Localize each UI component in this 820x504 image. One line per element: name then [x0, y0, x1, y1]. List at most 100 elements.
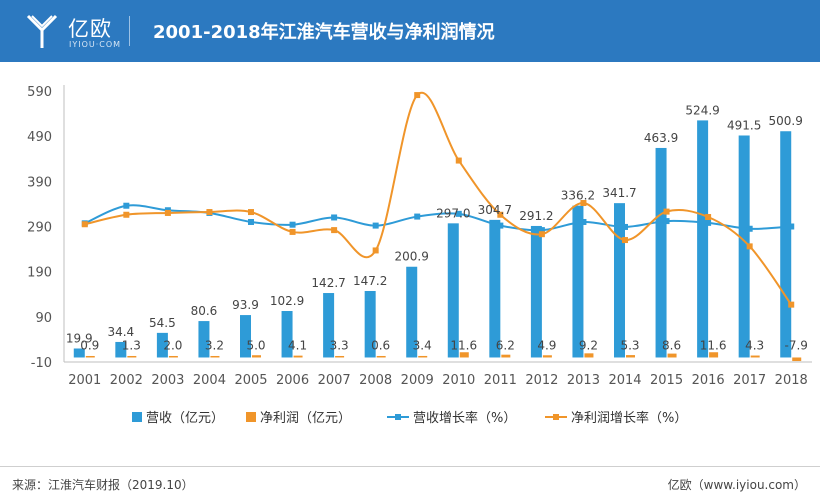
x-tick-label: 2002 [110, 373, 143, 388]
profit-growth-marker [580, 200, 587, 207]
revenue-bar [156, 332, 168, 358]
revenue-bar [198, 321, 210, 358]
x-tick-label: 2005 [234, 373, 267, 388]
revenue-bar [780, 131, 792, 358]
logo-icon [26, 14, 58, 48]
revenue-data-label: 142.7 [311, 276, 345, 290]
revenue-data-label: 463.9 [644, 131, 678, 145]
revenue-data-label: 93.9 [232, 298, 259, 312]
profit-data-label: 11.6 [700, 338, 727, 352]
revenue-data-label: 336.2 [561, 189, 595, 203]
profit-data-label: 8.6 [662, 338, 681, 352]
x-tick-label: 2004 [193, 373, 226, 388]
profit-data-label: 0.6 [371, 338, 390, 352]
logo-subtext: IYIOU·COM [69, 40, 122, 49]
revenue-data-label: 34.4 [107, 325, 134, 339]
profit-data-label: 4.3 [745, 338, 764, 352]
y-tick-label: 490 [27, 130, 52, 145]
revenue-growth-marker [705, 219, 712, 226]
x-tick-label: 2008 [359, 373, 392, 388]
profit-bar [459, 352, 469, 358]
revenue-growth-marker [331, 214, 338, 221]
revenue-bar [281, 311, 293, 358]
revenue-data-label: 291.2 [519, 209, 553, 223]
revenue-growth-marker [123, 202, 130, 209]
profit-bar [626, 355, 635, 358]
x-tick-label: 2011 [484, 373, 517, 388]
profit-bar [168, 355, 178, 358]
profit-data-label: 3.3 [330, 338, 349, 352]
profit-growth-marker [289, 228, 296, 235]
profit-growth-marker [788, 301, 795, 308]
profit-bar [293, 355, 303, 358]
profit-data-label: 4.1 [288, 338, 307, 352]
x-tick-label: 2001 [68, 373, 101, 388]
footer-source: 来源：江淮汽车财报（2019.10） [12, 478, 194, 492]
profit-data-label: 6.2 [496, 338, 515, 352]
revenue-bar [447, 223, 459, 358]
revenue-data-label: 80.6 [191, 304, 218, 318]
revenue-growth-marker [622, 223, 628, 230]
header-bar: 亿欧 IYIOU·COM 2001-2018年江淮汽车营收与净利润情况 [0, 0, 820, 62]
profit-bar [85, 355, 95, 358]
x-tick-label: 2017 [733, 373, 766, 388]
x-tick-label: 2012 [525, 373, 558, 388]
x-tick-label: 2016 [692, 373, 725, 388]
legend-swatch-bar [132, 412, 142, 422]
x-tick-label: 2003 [151, 373, 184, 388]
profit-bar [542, 355, 552, 358]
revenue-data-label: 200.9 [395, 250, 429, 264]
revenue-growth-marker [538, 227, 545, 234]
y-tick-label: 190 [27, 266, 52, 281]
revenue-data-label: 304.7 [478, 203, 512, 217]
profit-data-label: 0.9 [80, 338, 99, 352]
profit-growth-marker [538, 231, 545, 238]
profit-bar [127, 355, 137, 358]
profit-data-label: 1.3 [122, 338, 141, 352]
revenue-data-label: 54.5 [149, 316, 176, 330]
profit-growth-marker [248, 209, 254, 216]
profit-growth-marker [622, 237, 628, 244]
footer-divider [0, 466, 820, 467]
revenue-bar [697, 120, 709, 358]
revenue-growth-marker [455, 210, 462, 217]
profit-bar [418, 355, 428, 358]
revenue-growth-marker [289, 221, 296, 228]
profit-data-label: 3.2 [205, 338, 224, 352]
x-tick-label: 2010 [442, 373, 475, 388]
logo: 亿欧 IYIOU·COM [22, 10, 132, 54]
x-tick-label: 2014 [608, 373, 641, 388]
revenue-growth-marker [663, 218, 670, 225]
profit-data-label: 11.6 [450, 338, 477, 352]
profit-data-label: 4.9 [537, 338, 556, 352]
profit-growth-marker [331, 227, 338, 234]
revenue-growth-marker [746, 225, 753, 232]
profit-growth-marker [746, 243, 753, 250]
revenue-growth-marker [414, 213, 421, 220]
revenue-bar [655, 147, 667, 358]
revenue-growth-marker [580, 218, 587, 225]
revenue-bar [489, 219, 501, 358]
revenue-growth-marker [372, 222, 379, 229]
profit-bar [376, 355, 386, 358]
profit-growth-marker [123, 211, 130, 218]
revenue-data-label: 19.9 [66, 331, 93, 345]
profit-bar [252, 355, 261, 358]
revenue-data-label: 500.9 [769, 114, 803, 128]
profit-bar [210, 355, 220, 358]
logo-text: 亿欧 [68, 17, 112, 41]
revenue-bar [115, 341, 127, 358]
profit-bar [792, 357, 802, 362]
legend-label: 净利润增长率（%） [571, 410, 687, 426]
footer-brand: 亿欧（www.iyiou.com） [667, 478, 806, 492]
profit-bar [335, 355, 345, 358]
profit-data-label: 5.0 [246, 338, 265, 352]
legend-swatch-marker [553, 414, 559, 420]
profit-growth-marker [414, 92, 421, 99]
revenue-data-label: 524.9 [685, 103, 719, 117]
profit-growth-marker [455, 157, 462, 164]
profit-growth-marker [206, 209, 213, 216]
profit-data-label: -7.9 [785, 338, 808, 352]
x-tick-label: 2006 [276, 373, 309, 388]
